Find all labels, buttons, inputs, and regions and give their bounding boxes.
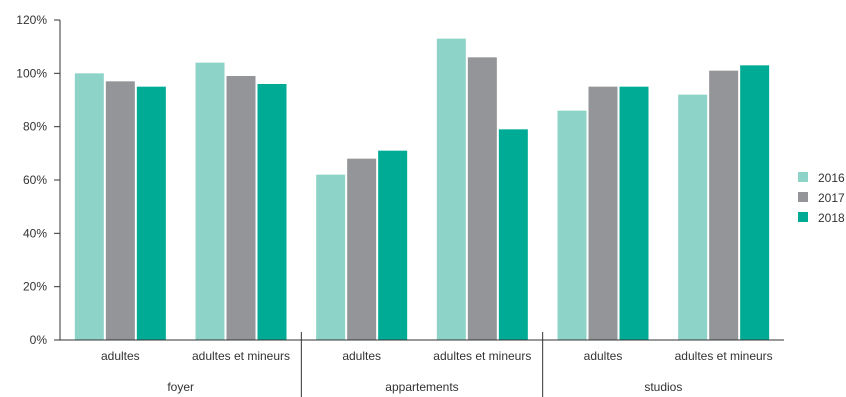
bar-2016-6 (678, 94, 708, 341)
x-group-label: foyer (167, 380, 194, 394)
legend-swatch-2017 (798, 192, 808, 202)
x-category-label: adultes et mineurs (433, 349, 531, 363)
x-category-label: adultes (342, 349, 381, 363)
legend-label-2018: 2018 (818, 211, 845, 225)
x-category-label: adultes et mineurs (675, 349, 773, 363)
bar-2016-4 (436, 38, 466, 341)
bar-2017-6 (709, 70, 739, 341)
x-group-label: appartements (385, 380, 458, 394)
bar-2018-6 (740, 65, 770, 340)
bar-2017-3 (347, 158, 377, 340)
legend-label-2016: 2016 (818, 171, 845, 185)
legend-label-2017: 2017 (818, 191, 845, 205)
y-tick-label: 40% (23, 226, 47, 240)
bar-2016-1 (74, 73, 104, 340)
bar-2018-1 (136, 86, 166, 341)
legend-swatch-2016 (798, 172, 808, 182)
legend-swatch-2018 (798, 212, 808, 222)
bars (74, 38, 770, 341)
bar-2017-1 (105, 81, 135, 340)
x-category-label: adultes (101, 349, 140, 363)
bar-2018-5 (619, 86, 649, 341)
bar-2017-5 (588, 86, 618, 341)
bar-2018-4 (498, 129, 528, 340)
bar-2018-2 (257, 84, 287, 340)
y-tick-label: 100% (16, 66, 47, 80)
bar-2016-3 (316, 174, 346, 340)
y-axis: 0% 20% 40% 60% 80% 100% 120% (16, 13, 61, 347)
y-tick-label: 20% (23, 280, 47, 294)
x-group-label: studios (644, 380, 682, 394)
bar-2016-2 (195, 62, 225, 341)
bar-2018-3 (378, 150, 408, 340)
y-tick-label: 120% (16, 13, 47, 27)
bar-2017-2 (226, 76, 256, 340)
bar-2017-4 (467, 57, 497, 340)
legend: 2016 2017 2018 (798, 171, 845, 225)
x-category-label: adultes et mineurs (192, 349, 290, 363)
bar-2016-5 (557, 110, 587, 341)
x-axis: adultes adultes et mineurs adultes adultes … (60, 332, 784, 397)
x-category-label: adultes (584, 349, 623, 363)
y-tick-label: 60% (23, 173, 47, 187)
y-tick-label: 80% (23, 120, 47, 134)
y-tick-label: 0% (30, 333, 48, 347)
